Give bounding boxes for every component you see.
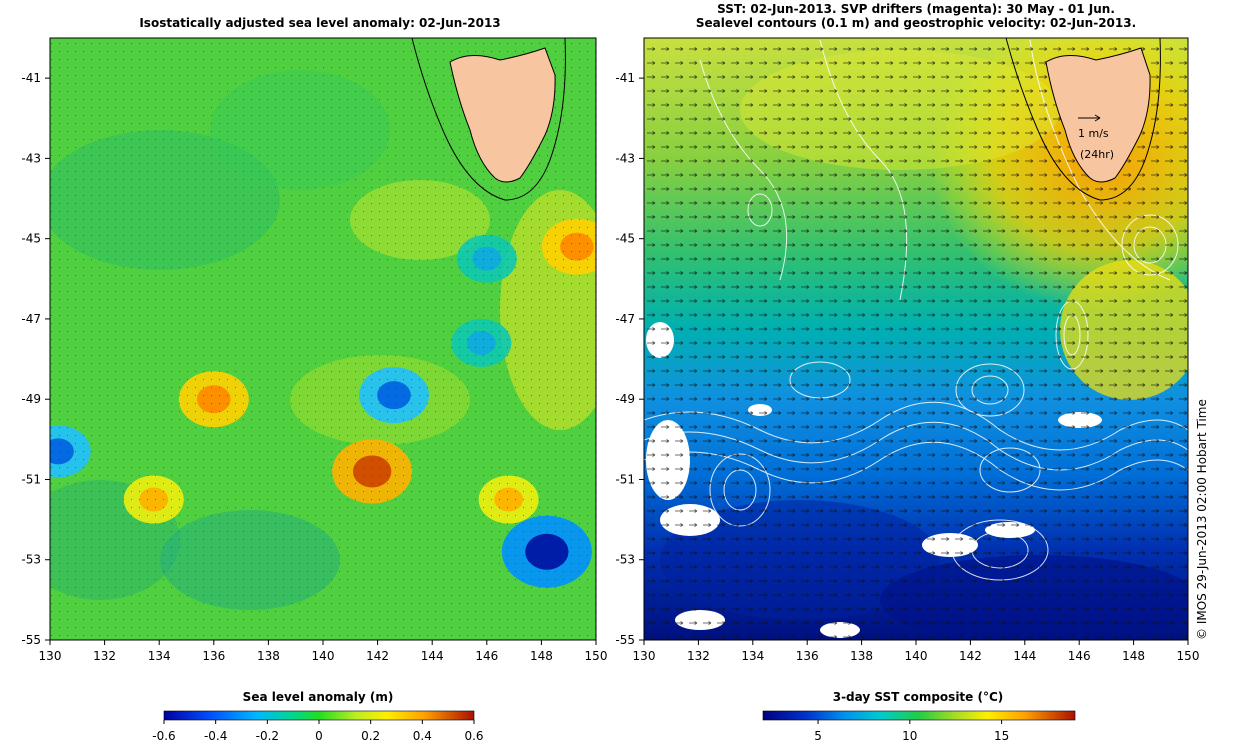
left-x-tick-label: 148 xyxy=(530,649,553,663)
left-y-tick-label: -45 xyxy=(21,232,41,246)
left-x-tick-label: 150 xyxy=(585,649,608,663)
scale-arrow-sublabel: (24hr) xyxy=(1080,148,1114,161)
left-colorbar-tick-label: -0.2 xyxy=(256,729,279,743)
left-x-tick-label: 136 xyxy=(202,649,225,663)
left-x-tick-label: 130 xyxy=(39,649,62,663)
left-x-tick-label: 134 xyxy=(148,649,171,663)
left-colorbar-tick-label: -0.4 xyxy=(204,729,227,743)
right-y-tick-label: -43 xyxy=(615,151,635,165)
right-axes: 130 132 134 136 138 140 142 144 146 148 150 -41 -43 -… xyxy=(615,71,1199,663)
left-heatmap xyxy=(50,38,596,640)
right-y-tick-label: -55 xyxy=(615,633,635,647)
right-heatmap: 1 m/s (24hr) xyxy=(644,38,1188,640)
right-x-tick-label: 148 xyxy=(1122,649,1145,663)
right-x-tick-label: 144 xyxy=(1013,649,1036,663)
right-colorbar-tick-label: 10 xyxy=(902,729,917,743)
right-x-tick-label: 132 xyxy=(687,649,710,663)
left-y-tick-label: -51 xyxy=(21,472,41,486)
left-axes: 130 132 134 136 138 140 142 144 146 148 150 -41 -43 -… xyxy=(21,71,607,663)
scale-arrow-head-icon xyxy=(1094,114,1101,122)
left-x-tick-label: 142 xyxy=(366,649,389,663)
left-x-tick-label: 144 xyxy=(421,649,444,663)
right-chart-title-line1: SST: 02-Jun-2013. SVP drifters (magenta)… xyxy=(717,2,1115,16)
left-y-tick-label: -41 xyxy=(21,71,41,85)
left-y-tick-label: -47 xyxy=(21,312,41,326)
right-colorbar-label: 3-day SST composite (°C) xyxy=(833,690,1004,704)
left-x-tick-label: 138 xyxy=(257,649,280,663)
right-x-tick-label: 142 xyxy=(959,649,982,663)
left-y-tick-label: -43 xyxy=(21,151,41,165)
right-y-tick-label: -45 xyxy=(615,232,635,246)
left-y-tick-label: -49 xyxy=(21,392,41,406)
left-colorbar-label: Sea level anomaly (m) xyxy=(243,690,394,704)
left-chart-title: Isostatically adjusted sea level anomaly… xyxy=(139,16,500,30)
right-colorbar-tick-label: 15 xyxy=(994,729,1009,743)
right-x-tick-label: 130 xyxy=(633,649,656,663)
right-tasmania-land xyxy=(1045,47,1151,183)
right-chart-title-line2: Sealevel contours (0.1 m) and geostrophi… xyxy=(696,16,1136,30)
imos-credit: © IMOS 29-Jun-2013 02:00 Hobart Time xyxy=(1195,399,1209,640)
scale-arrow-label: 1 m/s xyxy=(1078,127,1109,140)
left-colorbar-ticks: -0.6 -0.4 -0.2 0 0.2 0.4 0.6 xyxy=(152,720,484,743)
right-y-tick-label: -51 xyxy=(615,472,635,486)
left-y-tick-label: -53 xyxy=(21,553,41,567)
right-x-tick-label: 140 xyxy=(905,649,928,663)
left-colorbar-tick-label: 0.4 xyxy=(413,729,432,743)
right-x-tick-label: 150 xyxy=(1177,649,1200,663)
left-x-tick-label: 140 xyxy=(312,649,335,663)
right-y-tick-label: -53 xyxy=(615,553,635,567)
left-tasmania-land xyxy=(449,47,556,183)
right-shelf-contour xyxy=(1005,38,1161,201)
right-colorbar-tick-label: 5 xyxy=(814,729,822,743)
left-shelf-contour xyxy=(411,38,566,201)
left-colorbar-tick-label: -0.6 xyxy=(152,729,175,743)
left-colorbar-tick-label: 0.6 xyxy=(464,729,483,743)
right-colorbar-ticks: 5 10 15 xyxy=(814,720,1009,743)
left-colorbar xyxy=(163,710,475,721)
right-y-tick-label: -47 xyxy=(615,312,635,326)
left-x-tick-label: 132 xyxy=(93,649,116,663)
left-colorbar-tick-label: 0 xyxy=(315,729,323,743)
right-y-tick-label: -41 xyxy=(615,71,635,85)
right-y-tick-label: -49 xyxy=(615,392,635,406)
right-x-tick-label: 138 xyxy=(850,649,873,663)
left-colorbar-tick-label: 0.2 xyxy=(361,729,380,743)
right-x-tick-label: 146 xyxy=(1068,649,1091,663)
left-y-tick-label: -55 xyxy=(21,633,41,647)
right-x-tick-label: 136 xyxy=(796,649,819,663)
right-colorbar xyxy=(762,710,1076,721)
right-x-tick-label: 134 xyxy=(741,649,764,663)
left-x-tick-label: 146 xyxy=(475,649,498,663)
